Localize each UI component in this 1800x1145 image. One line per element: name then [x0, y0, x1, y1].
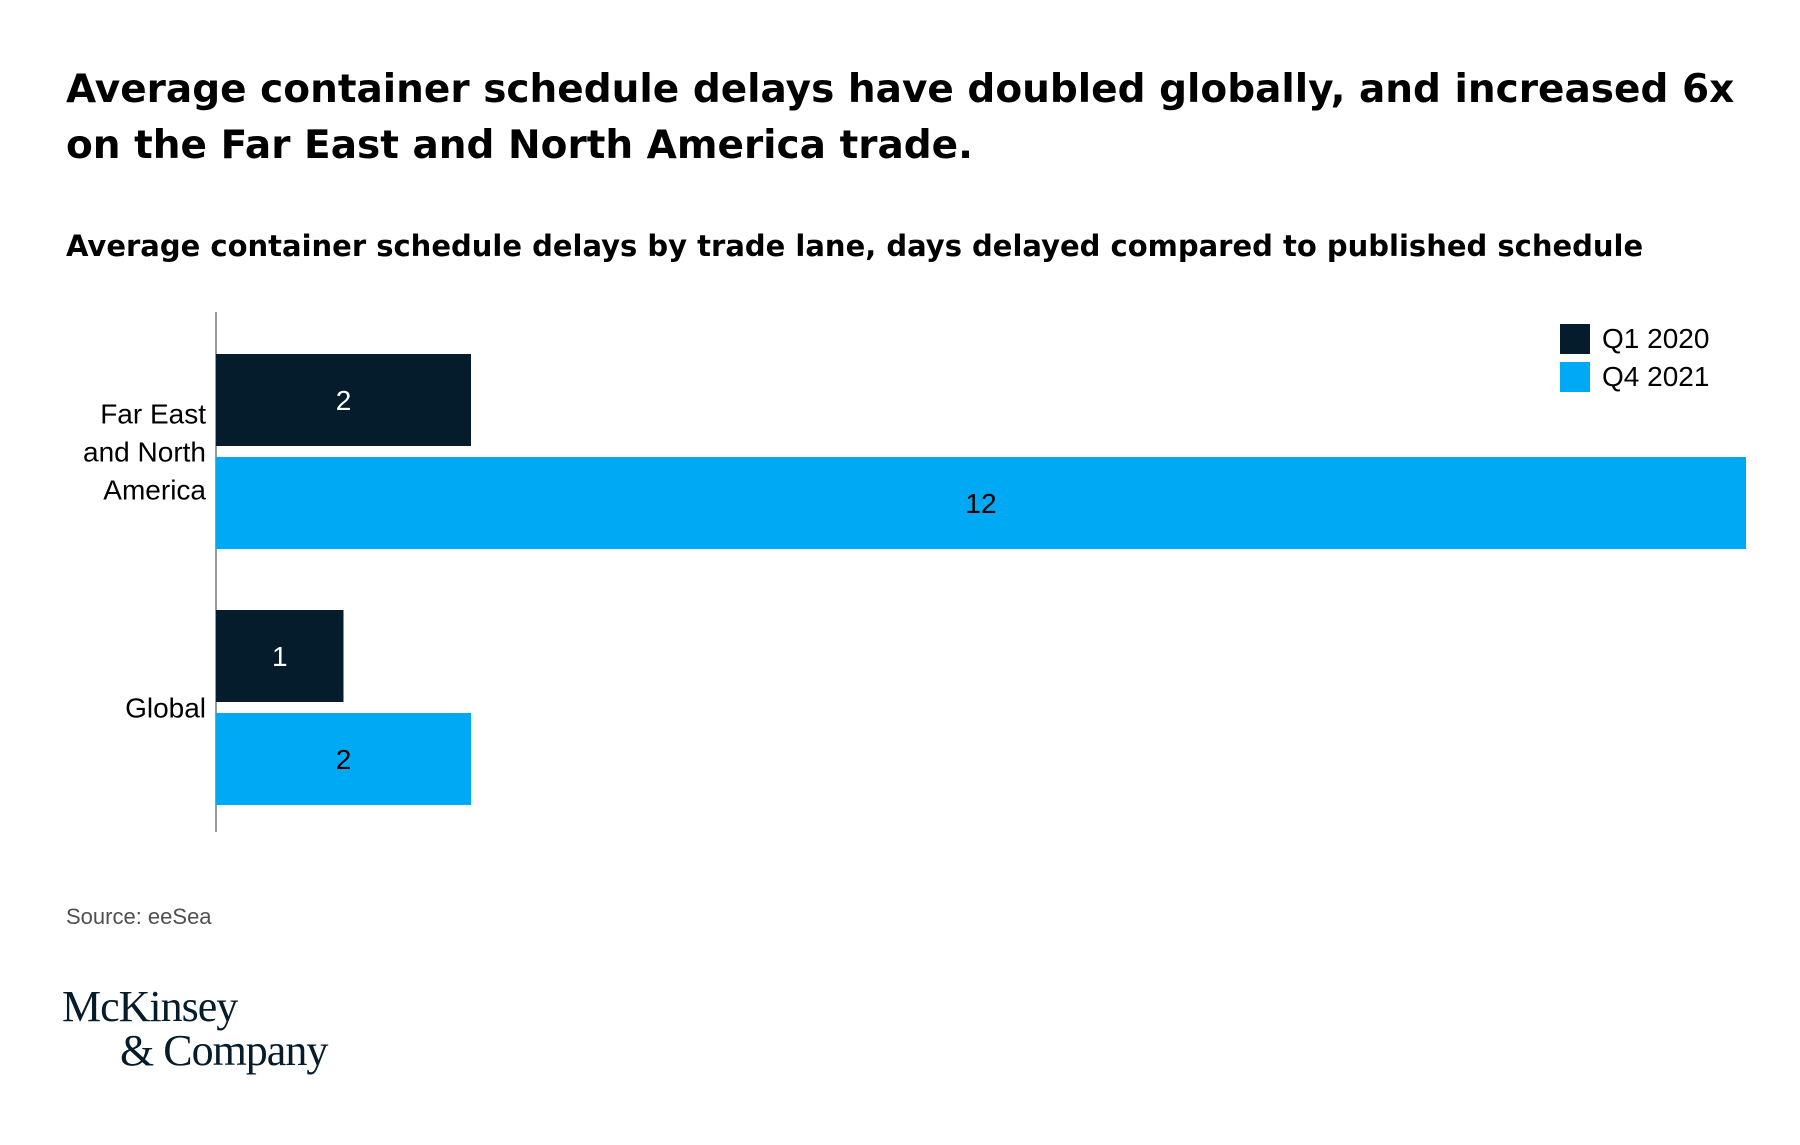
legend-swatch [1560, 362, 1590, 392]
source-note: Source: eeSea [66, 904, 212, 929]
legend-label: Q1 2020 [1602, 323, 1709, 354]
legend-swatch [1560, 324, 1590, 354]
chart-title: Average container schedule delays have d… [66, 67, 1735, 168]
logo-line-1: McKinsey [62, 982, 238, 1031]
data-label: 1 [272, 641, 288, 672]
bar-q4-2021-0 [216, 457, 1746, 549]
category-label: Far East [100, 399, 206, 430]
category-label: America [103, 475, 206, 506]
bar-q4-2021-1 [216, 713, 471, 805]
bar-q1-2020-1 [216, 610, 344, 702]
data-label: 2 [336, 385, 352, 416]
data-label: 2 [336, 744, 352, 775]
bar-q1-2020-0 [216, 354, 471, 446]
mckinsey-logo: McKinsey & Company [62, 982, 328, 1075]
category-label: Global [125, 693, 206, 724]
logo-line-2: & Company [120, 1026, 328, 1075]
category-label: and North [83, 437, 206, 468]
data-label: 12 [965, 488, 996, 519]
legend-label: Q4 2021 [1602, 361, 1709, 392]
chart-subtitle: Average container schedule delays by tra… [66, 229, 1644, 263]
